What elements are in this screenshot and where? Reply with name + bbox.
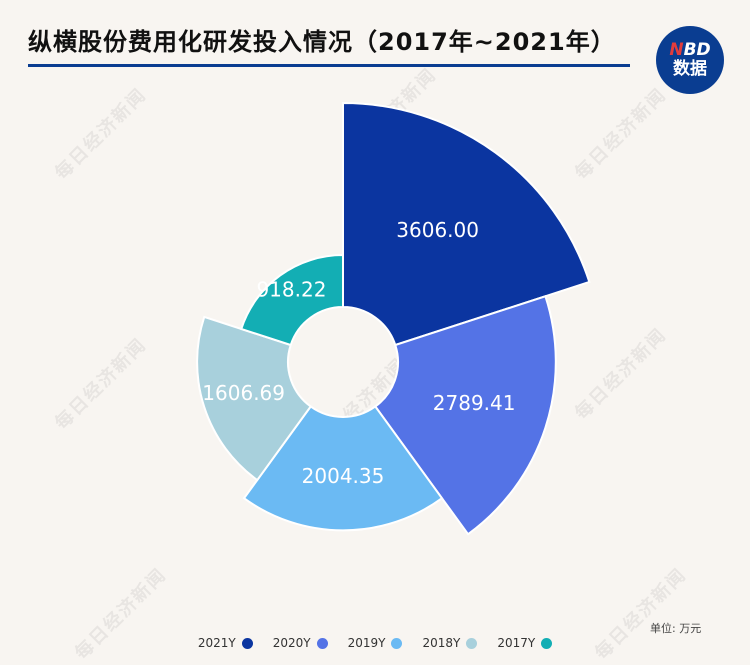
slice-value-label-2020y: 2789.41 [433, 391, 516, 415]
slice-value-label-2018y: 1606.69 [202, 381, 285, 405]
logo-text-line1: NBD [669, 40, 711, 60]
chart-legend: 2021Y 2020Y 2019Y 2018Y 2017Y [0, 636, 750, 650]
legend-swatch-icon [316, 637, 328, 649]
legend-swatch-icon [541, 637, 553, 649]
rose-slice-2019y[interactable] [242, 405, 444, 532]
page-title: 纵横股份费用化研发投入情况（2017年~2021年） [28, 28, 616, 56]
legend-swatch-icon [391, 637, 403, 649]
legend-swatch-icon [241, 637, 253, 649]
legend-label: 2019Y [347, 636, 386, 650]
rose-slice-2018y[interactable] [196, 315, 313, 482]
slice-value-label-2021y: 3606.00 [396, 218, 479, 242]
legend-item-2019y[interactable]: 2019Y [348, 636, 403, 650]
rose-slice-2017y[interactable] [240, 254, 344, 347]
nbd-data-logo: NBD 数据 [656, 26, 724, 94]
logo-text-line2: 数据 [673, 59, 707, 79]
unit-label: 单位: 万元 [650, 622, 702, 635]
rose-slice-2021y[interactable] [342, 101, 591, 347]
legend-item-2021y[interactable]: 2021Y [198, 636, 253, 650]
legend-swatch-icon [466, 637, 478, 649]
slice-value-label-2017y: 918.22 [256, 278, 326, 302]
legend-item-2018y[interactable]: 2018Y [422, 636, 478, 650]
legend-label: 2021Y [197, 636, 236, 650]
legend-label: 2018Y [422, 636, 461, 650]
slice-value-label-2019y: 2004.35 [302, 464, 385, 488]
legend-label: 2020Y [272, 636, 311, 650]
legend-item-2020y[interactable]: 2020Y [273, 636, 328, 650]
rose-slice-2020y[interactable] [373, 294, 557, 536]
legend-item-2017y[interactable]: 2017Y [497, 636, 553, 650]
legend-label: 2017Y [497, 636, 536, 650]
title-divider [28, 64, 630, 67]
